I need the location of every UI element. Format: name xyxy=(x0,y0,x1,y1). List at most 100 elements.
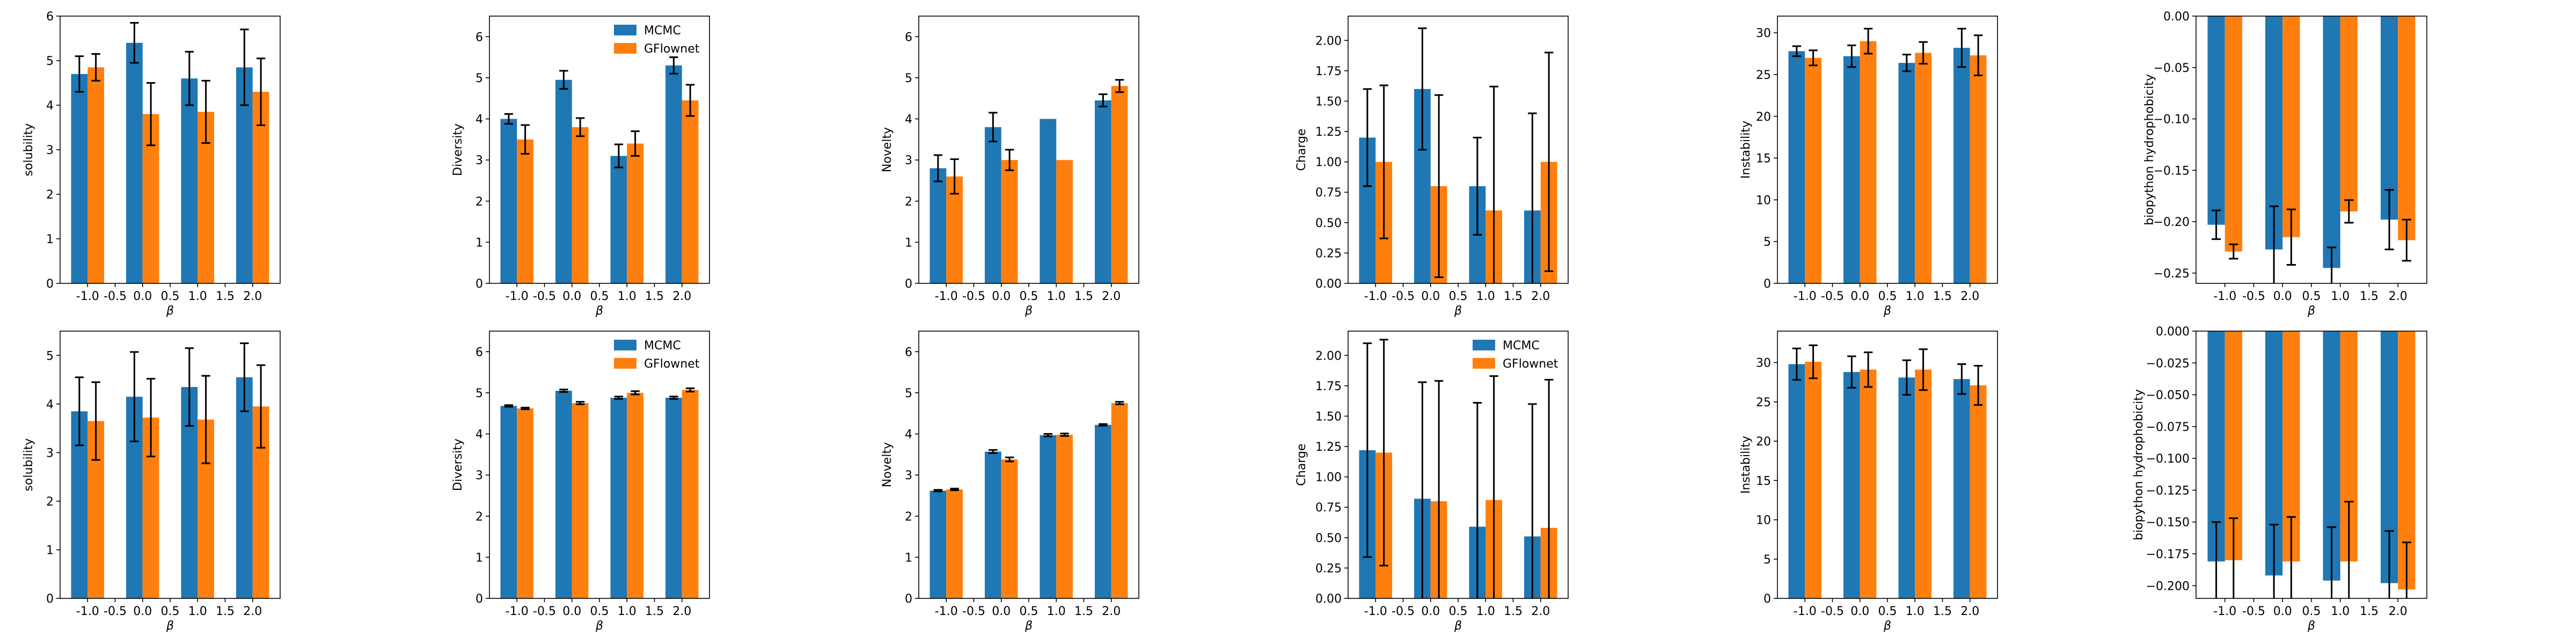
error-bar xyxy=(521,407,530,411)
y-axis-label: Novelty xyxy=(881,127,894,172)
bar-gflownet xyxy=(572,403,589,598)
bar-gflownet xyxy=(1001,459,1018,598)
y-tick-label: −0.125 xyxy=(2146,484,2190,497)
legend-swatch-mcmc xyxy=(614,25,636,35)
error-bar xyxy=(559,70,568,90)
error-bar xyxy=(1379,339,1388,567)
bar-gflownet xyxy=(1860,369,1877,598)
error-bar xyxy=(933,489,943,493)
x-tick-label: -1.0 xyxy=(1364,605,1387,618)
error-bar xyxy=(1528,112,1537,283)
y-tick-label: 1.00 xyxy=(1315,156,1342,170)
x-axis-label: β xyxy=(595,619,603,633)
y-tick-label: 6 xyxy=(905,31,912,44)
error-bar xyxy=(1902,359,1912,396)
bar-mcmc xyxy=(2381,16,2398,220)
y-tick-label: 1 xyxy=(905,551,912,565)
y-tick-label: 0.00 xyxy=(1315,277,1342,291)
y-tick-label: 5 xyxy=(905,387,912,400)
x-tick-label: 1.5 xyxy=(1933,605,1952,618)
bar-gflownet xyxy=(627,392,643,598)
error-bar xyxy=(521,124,530,155)
y-tick-label: 20 xyxy=(1756,111,1771,124)
bar-mcmc xyxy=(2323,16,2340,268)
x-tick-label: 0.0 xyxy=(133,290,152,303)
x-tick-label: 0.0 xyxy=(2273,290,2292,303)
error-bar xyxy=(1099,93,1108,108)
x-tick-label: 0.0 xyxy=(562,605,581,618)
x-tick-label: 1.0 xyxy=(1047,605,1066,618)
x-tick-label: -0.5 xyxy=(962,605,985,618)
x-tick-label: 0.0 xyxy=(133,605,152,618)
error-bar xyxy=(2286,208,2296,266)
y-tick-label: 0.25 xyxy=(1315,562,1342,575)
chart-panel: -1.0 -0.5 0.0 0.5 1.0 1.5 2.0 0 5 10 15 20 25 30 β Inst… xyxy=(1739,331,1998,633)
y-tick-label: 30 xyxy=(1756,357,1771,370)
y-tick-label: 2.00 xyxy=(1315,349,1342,363)
x-tick-label: -0.5 xyxy=(104,605,127,618)
y-tick-label: 5 xyxy=(1763,236,1771,249)
y-axis-label: Charge xyxy=(1295,129,1308,171)
y-axis-label: biopython hydrophobicity xyxy=(2143,74,2156,225)
bar-gflownet xyxy=(1111,403,1128,598)
y-axis-label: solubility xyxy=(22,123,35,177)
x-tick-label: 1.5 xyxy=(2360,290,2379,303)
x-tick-label: -1.0 xyxy=(1794,290,1817,303)
legend-label-mcmc: MCMC xyxy=(1503,339,1540,353)
bar-gflownet xyxy=(1915,53,1931,283)
x-tick-label: 0.5 xyxy=(590,605,609,618)
error-bar xyxy=(146,82,156,147)
error-bar xyxy=(146,378,156,458)
bar-mcmc xyxy=(1843,372,1860,598)
bar-mcmc xyxy=(236,377,253,598)
x-tick-label: 1.0 xyxy=(1476,605,1495,618)
bar-mcmc xyxy=(985,127,1001,283)
error-bar xyxy=(75,376,84,447)
error-bar xyxy=(2286,516,2296,598)
error-bar xyxy=(575,117,585,137)
bar-gflownet xyxy=(2282,16,2300,237)
error-bar xyxy=(559,389,568,393)
error-bar xyxy=(1434,380,1444,598)
bar-mcmc xyxy=(1953,379,1970,598)
x-tick-label: 1.0 xyxy=(2331,605,2350,618)
error-bar xyxy=(504,113,514,125)
error-bar xyxy=(989,449,998,455)
error-bar xyxy=(989,112,998,143)
x-tick-label: 0.0 xyxy=(562,290,581,303)
y-tick-label: 5 xyxy=(905,72,912,85)
x-axis-label: β xyxy=(2307,619,2315,633)
chart-panel: -1.0 -0.5 0.0 0.5 1.0 1.5 2.0 0 1 2 3 4 5 6 β solubilit… xyxy=(22,10,281,318)
x-tick-label: 2.0 xyxy=(2389,290,2407,303)
x-tick-label: 0.0 xyxy=(992,605,1011,618)
error-bar xyxy=(91,381,100,461)
error-bar xyxy=(201,79,210,144)
y-tick-label: 3 xyxy=(905,154,912,167)
error-bar xyxy=(1473,136,1482,236)
x-tick-label: 1.0 xyxy=(618,605,636,618)
error-bar xyxy=(2269,205,2279,283)
error-bar xyxy=(614,143,624,169)
bar-gflownet xyxy=(1970,385,1987,598)
error-bar xyxy=(631,130,640,157)
error-bar xyxy=(1489,375,1498,598)
x-tick-label: 2.0 xyxy=(1102,605,1121,618)
y-tick-label: 0.25 xyxy=(1315,247,1342,260)
x-tick-label: 0.0 xyxy=(2273,605,2292,618)
y-tick-label: 25 xyxy=(1756,69,1771,82)
bar-mcmc xyxy=(1095,425,1111,598)
y-tick-label: 1.50 xyxy=(1315,410,1342,423)
x-tick-label: 0.0 xyxy=(992,290,1011,303)
error-bar xyxy=(240,342,249,412)
y-tick-label: 4 xyxy=(475,113,483,127)
bar-mcmc xyxy=(126,42,143,284)
error-bar xyxy=(685,84,695,117)
x-tick-label: 1.0 xyxy=(2331,290,2350,303)
x-axis-label: β xyxy=(1454,304,1462,318)
y-tick-label: 6 xyxy=(905,346,912,359)
y-tick-label: 3 xyxy=(46,144,54,157)
y-tick-label: 0 xyxy=(46,277,54,291)
x-tick-label: 0.5 xyxy=(1878,290,1897,303)
y-tick-label: 0 xyxy=(1763,592,1771,606)
error-bar xyxy=(1863,352,1873,388)
